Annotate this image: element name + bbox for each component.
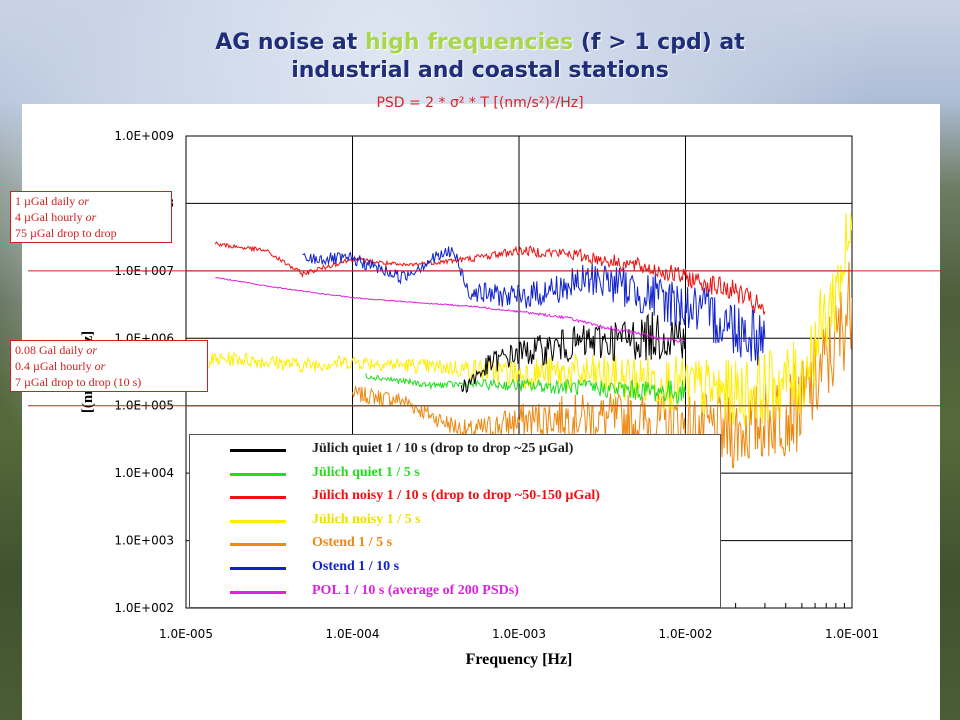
chart-legend: Jülich quiet 1 / 10 s (drop to drop ~25 … (189, 434, 721, 608)
legend-swatch (230, 567, 286, 570)
y-tick-label: 1.0E+002 (114, 601, 174, 615)
legend-swatch (230, 543, 286, 547)
annotation-line: 0.4 µGal hourly or (15, 359, 106, 373)
x-tick-label: 1.0E-003 (492, 627, 546, 641)
legend-entry: Ostend 1 / 5 s (190, 533, 720, 555)
series-line (215, 277, 686, 343)
series-line (214, 241, 766, 315)
annotation-line: 7 µGal drop to drop (10 s) (15, 375, 142, 389)
legend-entry: Jülich noisy 1 / 5 s (190, 510, 720, 532)
legend-entry: Jülich quiet 1 / 10 s (drop to drop ~25 … (190, 439, 720, 461)
legend-swatch (230, 472, 286, 476)
legend-label: POL 1 / 10 s (average of 200 PSDs) (312, 582, 519, 598)
y-tick-label: 1.0E+009 (114, 129, 174, 143)
legend-entry: POL 1 / 10 s (average of 200 PSDs) (190, 581, 720, 603)
series-line (302, 246, 766, 366)
annotation-line: 4 µGal hourly or (15, 210, 97, 224)
series-line (365, 373, 686, 406)
legend-label: Jülich noisy 1 / 5 s (312, 511, 421, 527)
title-highlight: high frequencies (364, 30, 574, 55)
legend-swatch (230, 449, 286, 452)
legend-label: Ostend 1 / 10 s (312, 559, 400, 574)
legend-label: Jülich noisy 1 / 10 s (drop to drop ~50-… (312, 488, 600, 504)
legend-swatch (230, 519, 286, 523)
x-tick-label: 1.0E-001 (825, 627, 879, 641)
slide-title-line1: AG noise at high frequencies (f > 1 cpd)… (215, 30, 745, 55)
y-tick-label: 1.0E+004 (114, 466, 174, 480)
x-tick-label: 1.0E-004 (326, 627, 380, 641)
slide-title-line2: industrial and coastal stations (291, 58, 669, 83)
annotation-line: 1 µGal daily or (15, 194, 89, 208)
annotation-line: 75 µGal drop to drop (15, 226, 117, 240)
series-line (352, 261, 852, 469)
legend-label: Jülich quiet 1 / 10 s (drop to drop ~25 … (312, 441, 574, 456)
annotation-upper: 1 µGal daily or 4 µGal hourly or 75 µGal… (10, 191, 172, 243)
y-tick-label: 1.0E+003 (114, 534, 174, 548)
annotation-line: 0.08 Gal daily or (15, 343, 97, 357)
legend-entry: Ostend 1 / 10 s (190, 557, 720, 579)
series-line (186, 213, 852, 427)
series-line (460, 312, 686, 394)
legend-swatch (230, 590, 286, 594)
legend-label: Jülich quiet 1 / 5 s (312, 464, 420, 480)
legend-label: Ostend 1 / 5 s (312, 535, 393, 551)
legend-entry: Jülich noisy 1 / 10 s (drop to drop ~50-… (190, 486, 720, 508)
psd-formula: PSD = 2 * σ² * T [(nm/s²)²/Hz] (376, 95, 584, 111)
x-tick-label: 1.0E-002 (659, 627, 713, 641)
legend-swatch (230, 496, 286, 500)
legend-entry: Jülich quiet 1 / 5 s (190, 463, 720, 485)
x-tick-label: 1.0E-005 (159, 627, 213, 641)
annotation-lower: 0.08 Gal daily or 0.4 µGal hourly or 7 µ… (10, 340, 208, 392)
x-axis-label: Frequency [Hz] (466, 651, 573, 668)
